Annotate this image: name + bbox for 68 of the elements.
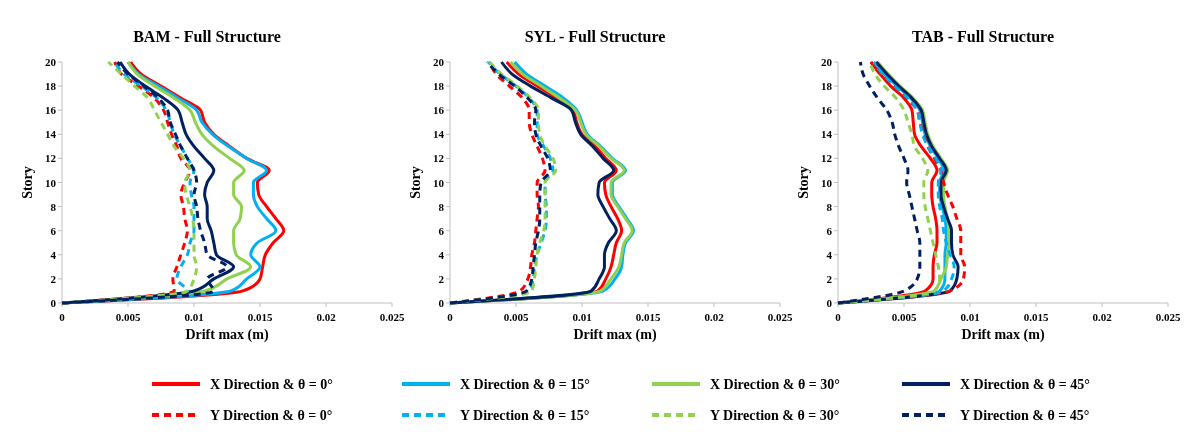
x-tick-label: 0.02 <box>704 311 725 323</box>
y-tick-label: 18 <box>45 80 57 93</box>
x-tick-label: 0 <box>59 311 66 323</box>
legend-label: Y Direction & θ = 45° <box>960 408 1090 423</box>
y-axis-title: Story <box>20 166 35 199</box>
x-tick-label: 0.02 <box>316 311 337 323</box>
x-tick-label: 0.005 <box>503 311 529 323</box>
y-tick-label: 2 <box>438 272 445 285</box>
x-tick-label: 0.01 <box>572 311 592 323</box>
y-tick-label: 4 <box>826 248 833 261</box>
x-tick-label: 0.01 <box>960 311 980 323</box>
x-tick-label: 0.025 <box>379 311 405 323</box>
y-tick-label: 0 <box>826 297 833 309</box>
y-axis-title: Story <box>408 166 423 199</box>
y-tick-label: 2 <box>826 272 833 285</box>
x-tick-label: 0.02 <box>1092 311 1113 323</box>
legend-label: Y Direction & θ = 0° <box>210 408 333 423</box>
chart-title: SYL - Full Structure <box>524 28 666 45</box>
y-tick-label: 20 <box>45 56 57 68</box>
y-tick-label: 4 <box>50 248 57 261</box>
y-tick-label: 18 <box>433 80 445 93</box>
y-tick-label: 14 <box>45 128 57 141</box>
legend-label: X Direction & θ = 45° <box>960 377 1090 392</box>
y-tick-label: 16 <box>821 104 833 117</box>
y-tick-label: 12 <box>821 152 833 165</box>
y-tick-label: 10 <box>821 176 833 189</box>
x-axis-title: Drift max (m) <box>185 327 269 343</box>
x-tick-label: 0.025 <box>1155 311 1181 323</box>
x-axis-title: Drift max (m) <box>961 327 1045 343</box>
y-tick-label: 12 <box>45 152 57 165</box>
y-tick-label: 6 <box>826 224 833 237</box>
x-tick-label: 0 <box>835 311 842 323</box>
y-tick-label: 2 <box>50 272 57 285</box>
y-tick-label: 20 <box>433 56 445 68</box>
x-tick-label: 0.015 <box>635 311 661 323</box>
y-axis-title: Story <box>796 166 811 199</box>
x-tick-label: 0.015 <box>247 311 273 323</box>
y-tick-label: 14 <box>433 128 445 141</box>
y-tick-label: 10 <box>433 176 445 189</box>
chart-title: TAB - Full Structure <box>911 28 1055 45</box>
y-tick-label: 16 <box>433 104 445 117</box>
legend-label: Y Direction & θ = 30° <box>710 408 840 423</box>
x-tick-label: 0 <box>447 311 454 323</box>
x-tick-label: 0.025 <box>767 311 793 323</box>
legend-label: X Direction & θ = 30° <box>710 377 840 392</box>
chart-title: BAM - Full Structure <box>133 28 281 45</box>
y-tick-label: 6 <box>50 224 57 237</box>
y-tick-label: 8 <box>50 200 57 213</box>
y-tick-label: 8 <box>826 200 833 213</box>
y-tick-label: 20 <box>821 56 833 68</box>
y-tick-label: 12 <box>433 152 445 165</box>
y-tick-label: 10 <box>45 176 57 189</box>
x-tick-label: 0.005 <box>891 311 917 323</box>
y-tick-label: 0 <box>50 297 57 309</box>
y-tick-label: 14 <box>821 128 833 141</box>
y-tick-label: 6 <box>438 224 445 237</box>
legend-label: X Direction & θ = 15° <box>460 377 590 392</box>
y-tick-label: 0 <box>438 297 445 309</box>
y-tick-label: 8 <box>438 200 445 213</box>
y-tick-label: 4 <box>438 248 445 261</box>
y-tick-label: 16 <box>45 104 57 117</box>
x-tick-label: 0.005 <box>115 311 141 323</box>
y-tick-label: 18 <box>821 80 833 93</box>
legend-label: Y Direction & θ = 15° <box>460 408 590 423</box>
legend-label: X Direction & θ = 0° <box>210 377 333 392</box>
x-tick-label: 0.015 <box>1023 311 1049 323</box>
x-axis-title: Drift max (m) <box>573 327 657 343</box>
x-tick-label: 0.01 <box>184 311 204 323</box>
